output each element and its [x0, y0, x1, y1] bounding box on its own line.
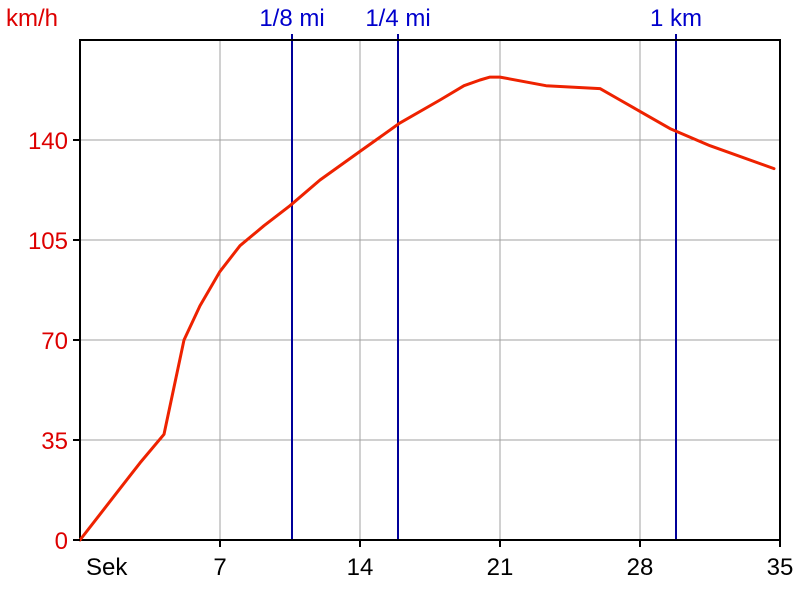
x-tick-label-0: 7: [213, 554, 226, 581]
x-tick-label-2: 21: [487, 554, 514, 581]
series-line-0: [78, 75, 776, 542]
plot-frame: [79, 39, 781, 541]
marker-label-0: 1/8 mi: [259, 5, 324, 32]
y-tick-label-4: 140: [28, 128, 68, 155]
y-axis-label: km/h: [6, 5, 58, 32]
tick-layer: 7 14 21 28 35 0 35 70 105 140: [28, 128, 793, 581]
x-tick-label-4: 35: [767, 554, 794, 581]
x-tick-label-1: 14: [347, 554, 374, 581]
marker-layer: 1/8 mi 1/4 mi 1 km: [259, 5, 702, 540]
x-axis-label: Sek: [86, 554, 128, 581]
marker-label-1: 1/4 mi: [365, 5, 430, 32]
y-tick-label-2: 70: [41, 328, 68, 355]
x-tick-label-3: 28: [627, 554, 654, 581]
marker-label-2: 1 km: [650, 5, 702, 32]
series-layer: [78, 75, 776, 542]
y-tick-label-0: 0: [55, 528, 68, 555]
y-tick-label-1: 35: [41, 428, 68, 455]
y-tick-label-3: 105: [28, 228, 68, 255]
